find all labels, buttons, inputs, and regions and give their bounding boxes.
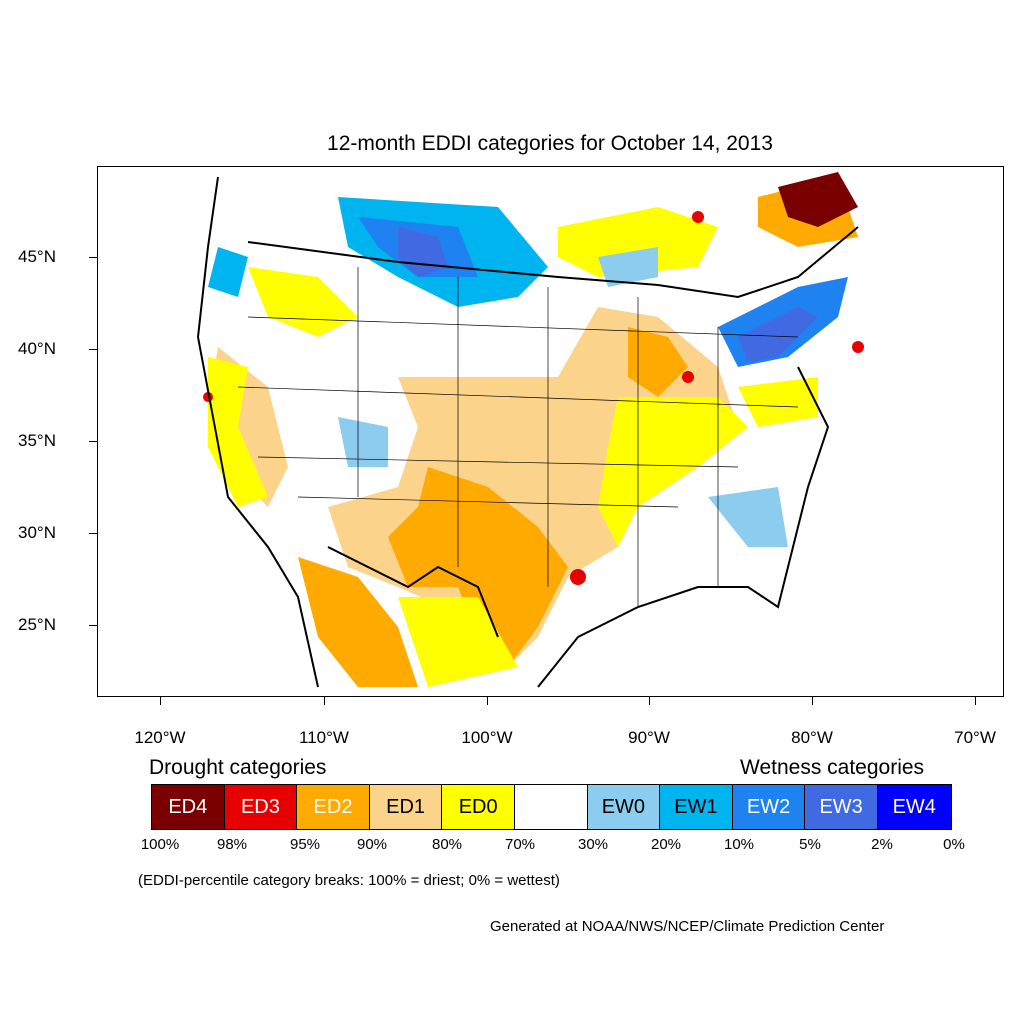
drought-heading: Drought categories — [149, 756, 327, 779]
legend-box-ew4: EW4 — [877, 785, 951, 829]
x-tick-mark — [975, 697, 976, 705]
legend-box-ew2: EW2 — [732, 785, 806, 829]
legend-box-ed3: ED3 — [224, 785, 298, 829]
ew-northwest — [208, 247, 248, 297]
legend-colorbar: ED4 ED3 ED2 ED1 ED0 EW0 EW1 EW2 EW3 EW4 — [151, 784, 952, 830]
percentile-label: 70% — [504, 836, 536, 853]
y-tick-label: 40°N — [18, 339, 56, 358]
x-tick-label: 80°W — [791, 728, 833, 747]
x-tick-label: 100°W — [461, 728, 513, 747]
ew3-core — [398, 227, 448, 277]
percentile-label: 30% — [577, 836, 609, 853]
y-tick-mark — [89, 257, 97, 258]
ed0-midwest — [598, 397, 748, 547]
legend-box-normal — [514, 785, 588, 829]
ew0-utah — [338, 417, 388, 467]
wetness-heading: Wetness categories — [740, 756, 925, 779]
percentile-label: 98% — [216, 836, 248, 853]
y-tick-mark — [89, 349, 97, 350]
ed2-mexico — [298, 557, 418, 687]
ew3-great-lakes — [738, 307, 818, 362]
ew0-canada — [598, 247, 658, 287]
category-note: (EDDI-percentile category breaks: 100% =… — [138, 872, 560, 889]
percentile-label: 5% — [799, 836, 821, 853]
percentile-label: 10% — [723, 836, 755, 853]
legend-box-ed0: ED0 — [442, 785, 515, 829]
percentile-label: 90% — [356, 836, 388, 853]
ed0-canada — [558, 207, 718, 277]
percentile-label: 80% — [431, 836, 463, 853]
legend-box-ew0: EW0 — [587, 785, 661, 829]
y-tick-label: 35°N — [18, 431, 56, 450]
y-tick-label: 30°N — [18, 523, 56, 542]
legend-box-ed1: ED1 — [369, 785, 443, 829]
ew0-southeast — [708, 487, 788, 547]
ed0-ne — [738, 377, 818, 427]
x-tick-mark — [160, 697, 161, 705]
x-tick-mark — [487, 697, 488, 705]
x-tick-mark — [649, 697, 650, 705]
percentile-label: 2% — [871, 836, 893, 853]
y-tick-mark — [89, 625, 97, 626]
state-borders — [237, 267, 799, 607]
percentile-label: 0% — [943, 836, 965, 853]
ed2-texas — [388, 467, 568, 667]
ed2-michigan — [628, 327, 688, 397]
ed0-north — [248, 267, 358, 337]
ed4-quebec — [778, 172, 858, 227]
map-title: 12-month EDDI categories for October 14,… — [327, 132, 773, 155]
ed3-spot-5 — [852, 341, 864, 353]
eddi-map — [196, 172, 868, 688]
ed3-spot-1 — [570, 569, 586, 585]
ed3-spot-4 — [692, 211, 704, 223]
coastline — [196, 176, 859, 688]
x-tick-label: 120°W — [134, 728, 186, 747]
x-tick-label: 70°W — [954, 728, 996, 747]
legend-box-ew1: EW1 — [660, 785, 733, 829]
ed0-mexico — [398, 597, 518, 687]
percentile-label: 20% — [650, 836, 682, 853]
legend-box-ed4: ED4 — [152, 785, 225, 829]
percentile-label: 100% — [140, 836, 180, 853]
map-panel[interactable] — [97, 166, 1004, 697]
y-tick-mark — [89, 533, 97, 534]
y-tick-mark — [89, 441, 97, 442]
y-tick-label: 25°N — [18, 615, 56, 634]
legend-box-ed2: ED2 — [297, 785, 370, 829]
ed3-spot-2 — [682, 371, 694, 383]
y-tick-label: 45°N — [18, 247, 56, 266]
legend-box-ew3: EW3 — [805, 785, 878, 829]
x-tick-label: 110°W — [299, 728, 349, 747]
x-tick-mark — [812, 697, 813, 705]
credit-line: Generated at NOAA/NWS/NCEP/Climate Predi… — [490, 918, 885, 935]
x-tick-label: 90°W — [628, 728, 670, 747]
percentile-label: 95% — [289, 836, 321, 853]
x-tick-mark — [324, 697, 325, 705]
